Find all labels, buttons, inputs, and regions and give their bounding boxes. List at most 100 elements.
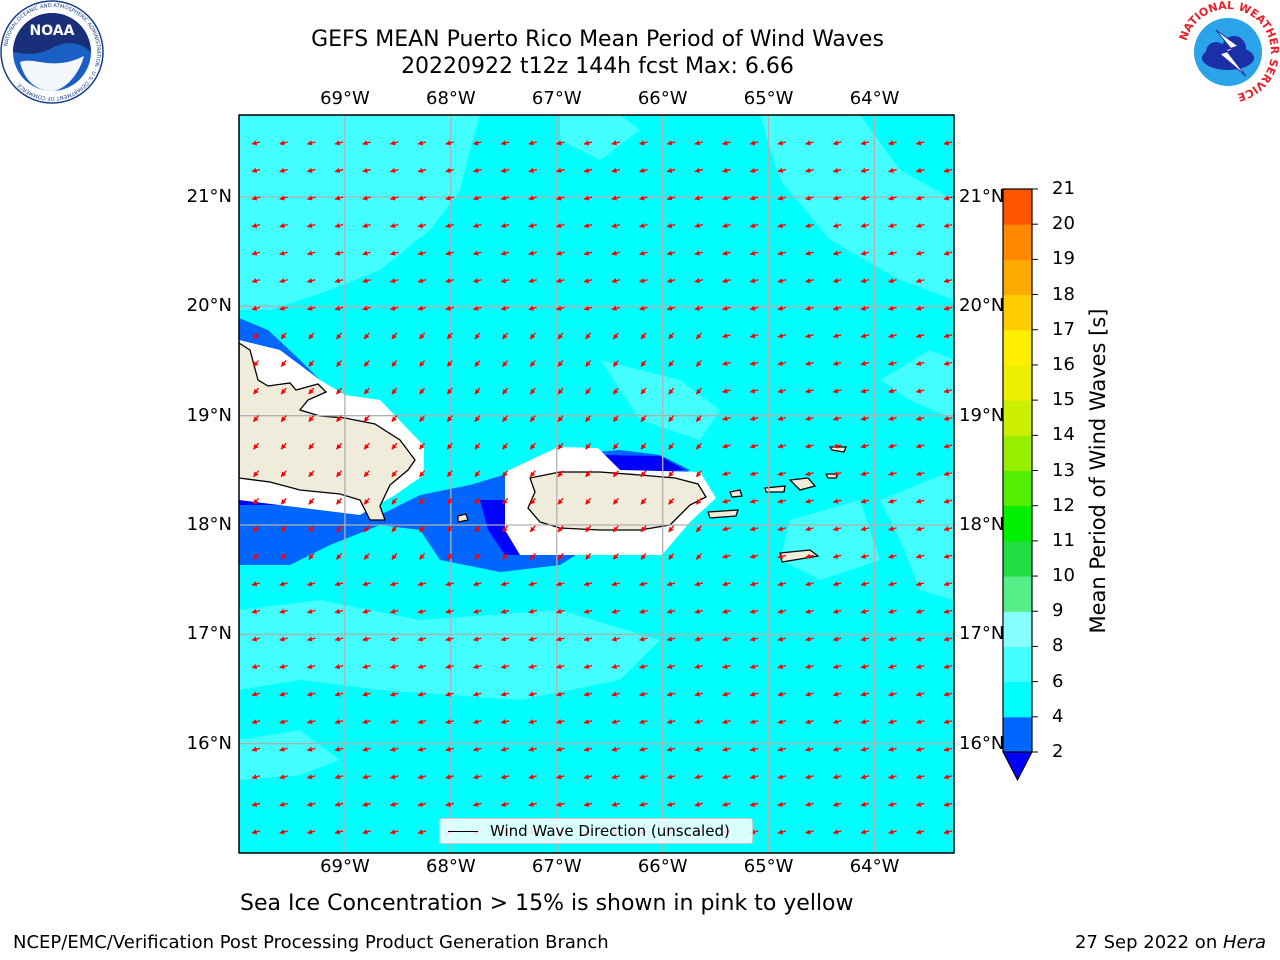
wave-direction-arrow <box>362 801 371 807</box>
colorbar-box <box>1003 400 1032 436</box>
wave-direction-arrow <box>583 719 593 725</box>
wave-direction-arrow <box>445 608 454 614</box>
wave-direction-arrow <box>695 332 702 340</box>
wave-direction-arrow <box>915 719 925 725</box>
wave-direction-arrow <box>417 774 427 780</box>
legend-label: Wind Wave Direction (unscaled) <box>490 822 730 840</box>
wave-direction-arrow <box>805 691 814 697</box>
wave-direction-arrow <box>666 167 676 173</box>
wave-direction-arrow <box>528 719 537 725</box>
wave-direction-arrow <box>860 140 870 146</box>
wave-direction-arrow <box>888 415 897 421</box>
wave-direction-arrow <box>860 719 870 725</box>
wave-direction-arrow <box>500 140 510 146</box>
wave-direction-arrow <box>805 608 814 614</box>
wave-direction-arrow <box>419 525 426 533</box>
wave-direction-arrow <box>472 581 482 587</box>
wave-direction-arrow <box>860 498 870 504</box>
wave-direction-arrow <box>943 553 953 559</box>
wave-direction-arrow <box>666 278 676 284</box>
wave-direction-arrow <box>445 250 454 256</box>
wave-direction-arrow <box>915 691 925 697</box>
wave-direction-arrow <box>389 829 399 835</box>
wave-direction-arrow <box>253 525 259 533</box>
wave-direction-arrow <box>251 801 261 807</box>
colorbar-box <box>1003 364 1032 401</box>
colorbar-box <box>1003 681 1032 718</box>
wave-direction-arrow <box>391 497 398 505</box>
wave-direction-arrow <box>555 278 565 284</box>
wave-direction-arrow <box>583 636 593 642</box>
wave-direction-arrow <box>611 250 620 256</box>
lat-tick-right: 21°N <box>959 186 1005 207</box>
wave-direction-arrow <box>472 250 482 256</box>
wave-direction-arrow <box>722 498 731 504</box>
wave-direction-arrow <box>943 691 953 697</box>
wave-direction-arrow <box>915 388 925 394</box>
wave-direction-arrow <box>389 801 399 807</box>
wave-direction-arrow <box>363 497 370 505</box>
wave-direction-arrow <box>832 333 842 339</box>
wave-direction-arrow <box>668 552 675 560</box>
wave-direction-arrow <box>805 278 814 284</box>
wave-direction-arrow <box>888 223 897 229</box>
wave-direction-arrow <box>888 719 897 725</box>
wave-direction-arrow <box>805 333 814 339</box>
wave-direction-arrow <box>805 305 814 311</box>
wave-direction-arrow <box>502 415 509 423</box>
noaa-logo-text: NOAA <box>30 23 75 39</box>
wave-direction-arrow <box>334 636 344 642</box>
wave-direction-arrow <box>445 636 454 642</box>
wave-direction-arrow <box>472 278 482 284</box>
wave-direction-arrow <box>749 167 759 173</box>
lat-tick-left: 21°N <box>186 186 232 207</box>
sea-ice-note: Sea Ice Concentration > 15% is shown in … <box>240 891 854 916</box>
wave-direction-arrow <box>389 663 399 670</box>
wave-direction-arrow <box>334 691 344 697</box>
wave-direction-arrow <box>666 581 676 587</box>
wave-direction-arrow <box>362 719 371 725</box>
wave-direction-arrow <box>474 387 481 395</box>
wave-direction-arrow <box>666 195 676 201</box>
wave-direction-arrow <box>722 636 731 642</box>
wave-direction-arrow <box>472 691 482 697</box>
wave-direction-arrow <box>557 332 564 340</box>
wave-direction-arrow <box>362 691 371 697</box>
wave-direction-arrow <box>557 497 564 505</box>
wave-direction-arrow <box>639 801 648 807</box>
wave-direction-arrow <box>805 801 814 807</box>
wave-direction-arrow <box>306 691 316 697</box>
wave-direction-arrow <box>639 636 648 642</box>
wave-direction-arrow <box>280 525 287 533</box>
wave-direction-arrow <box>500 305 510 311</box>
wave-direction-arrow <box>749 801 759 807</box>
wave-direction-arrow <box>805 415 814 421</box>
wave-direction-arrow <box>446 387 453 395</box>
wave-direction-arrow <box>915 443 925 449</box>
legend-line-icon <box>448 830 478 832</box>
wave-direction-arrow <box>805 774 814 780</box>
wave-direction-arrow <box>694 801 704 807</box>
colorbar-tick-label: 15 <box>1052 389 1075 411</box>
wave-direction-arrow <box>832 471 842 477</box>
wave-direction-arrow <box>502 552 509 560</box>
wave-direction-arrow <box>860 305 870 311</box>
lat-tick-left: 19°N <box>186 404 232 426</box>
wave-direction-arrow <box>474 360 481 367</box>
wave-direction-arrow <box>555 250 565 256</box>
wave-direction-arrow <box>943 471 953 477</box>
wave-direction-arrow <box>362 223 371 229</box>
wave-direction-arrow <box>805 829 814 835</box>
wave-direction-arrow <box>860 195 870 201</box>
wave-direction-arrow <box>943 663 953 670</box>
wave-direction-arrow <box>472 801 482 807</box>
wave-direction-arrow <box>363 552 370 560</box>
wave-direction-arrow <box>805 498 814 504</box>
wave-direction-arrow <box>943 719 953 725</box>
colorbar-tick-label: 12 <box>1052 494 1075 516</box>
wave-direction-arrow <box>446 332 453 340</box>
wave-direction-arrow <box>888 305 897 311</box>
wave-direction-arrow <box>529 470 536 478</box>
wave-direction-arrow <box>777 360 787 366</box>
lon-tick-bottom: 67°W <box>531 856 582 877</box>
